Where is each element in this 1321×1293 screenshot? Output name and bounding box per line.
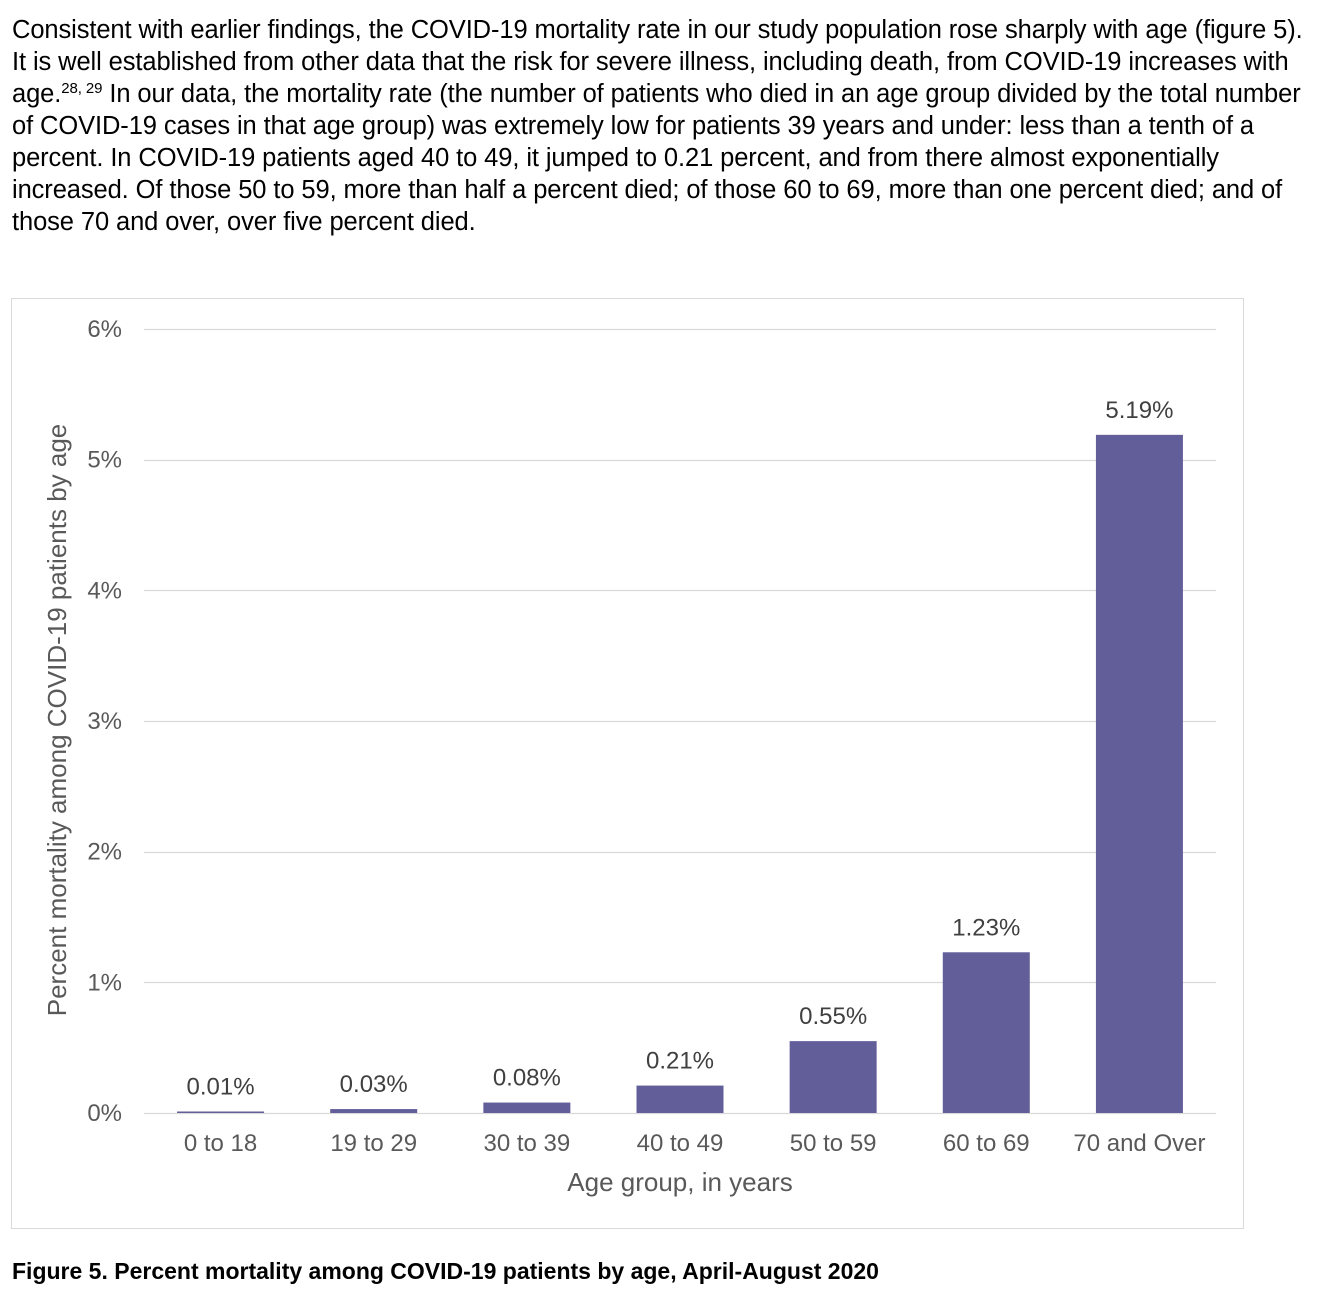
y-tick-label: 6%: [87, 316, 122, 343]
citation-superscript: 28, 29: [61, 80, 103, 97]
bars: [177, 434, 1183, 1114]
y-tick-label: 1%: [87, 969, 122, 996]
x-tick-label: 50 to 59: [790, 1130, 877, 1157]
bar: [1095, 434, 1183, 1114]
y-tick-label: 2%: [87, 839, 122, 866]
bar-value-label: 1.23%: [952, 914, 1020, 941]
x-tick-label: 70 and Over: [1073, 1130, 1205, 1157]
x-axis-title: Age group, in years: [567, 1167, 792, 1197]
chart-frame: 0.01% 0.03% 0.08% 0.21% 0.55% 1.23% 5.19% 0% 1%…: [11, 298, 1244, 1229]
bar-value-label: 5.19%: [1105, 397, 1173, 424]
y-axis-title: Percent mortality among COVID-19 patient…: [42, 424, 72, 1017]
y-tick-label: 3%: [87, 708, 122, 735]
paragraph-text-part1: Consistent with earlier findings, the CO…: [12, 16, 1303, 108]
gridlines: [144, 328, 1216, 1115]
figure-caption: Figure 5. Percent mortality among COVID-…: [12, 1258, 879, 1284]
bar: [483, 1102, 571, 1113]
paragraph-text-part2: In our data, the mortality rate (the num…: [12, 80, 1301, 236]
body-paragraph: Consistent with earlier findings, the CO…: [12, 14, 1312, 238]
bar: [330, 1109, 418, 1113]
bar-chart: 0.01% 0.03% 0.08% 0.21% 0.55% 1.23% 5.19% 0% 1%…: [42, 316, 1216, 1197]
bar: [636, 1085, 724, 1113]
bar-value-label: 0.55%: [799, 1003, 867, 1030]
y-tick-label: 5%: [87, 447, 122, 474]
x-tick-label: 60 to 69: [943, 1130, 1030, 1157]
bar: [789, 1041, 877, 1113]
bar-value-label: 0.08%: [493, 1065, 561, 1092]
x-axis-ticks: 0 to 18 19 to 29 30 to 39 40 to 49 50 to 59 6…: [184, 1130, 1206, 1157]
y-axis-ticks: 0% 1% 2% 3% 4% 5% 6%: [87, 316, 122, 1127]
bar: [942, 952, 1030, 1113]
bar-value-label: 0.21%: [646, 1048, 714, 1075]
bar-value-label: 0.01%: [187, 1074, 255, 1101]
x-tick-label: 0 to 18: [184, 1130, 257, 1157]
x-tick-label: 40 to 49: [637, 1130, 724, 1157]
y-tick-label: 0%: [87, 1100, 122, 1127]
x-tick-label: 30 to 39: [483, 1130, 570, 1157]
bar-value-label: 0.03%: [340, 1071, 408, 1098]
x-tick-label: 19 to 29: [330, 1130, 417, 1157]
bar: [177, 1111, 265, 1113]
data-labels: 0.01% 0.03% 0.08% 0.21% 0.55% 1.23% 5.19%: [187, 397, 1174, 1101]
y-tick-label: 4%: [87, 577, 122, 604]
